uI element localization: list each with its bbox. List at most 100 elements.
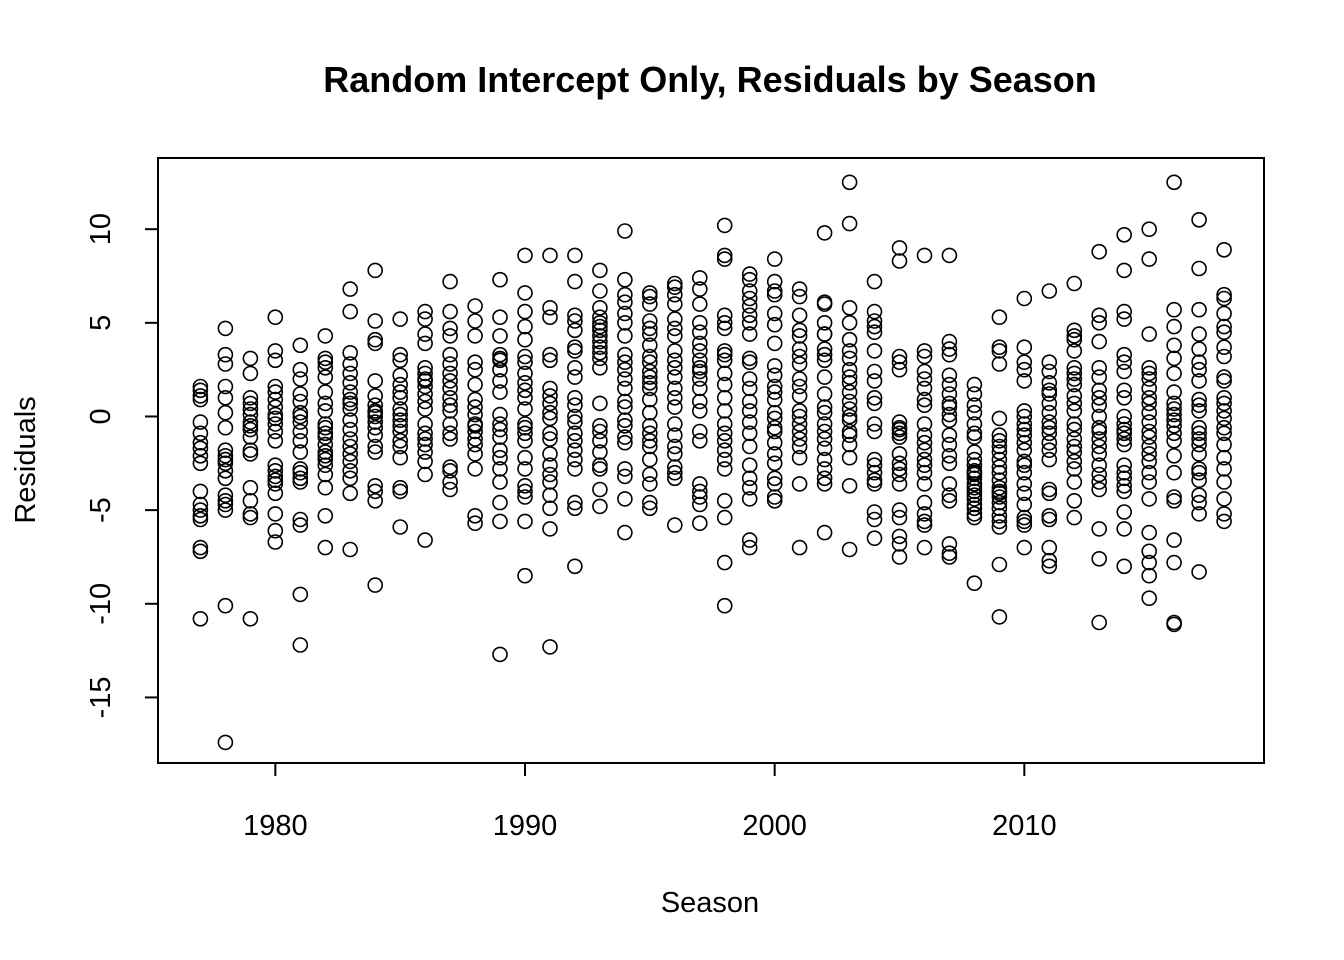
data-point (267, 399, 284, 415)
data-point (267, 506, 284, 522)
data-point (841, 215, 858, 232)
data-point (292, 432, 309, 449)
data-point (217, 487, 234, 504)
data-point (641, 451, 658, 468)
data-point (517, 513, 533, 530)
data-point (1041, 395, 1058, 412)
data-point (1016, 509, 1033, 526)
data-point (1091, 550, 1107, 567)
data-point (941, 455, 958, 472)
data-point (816, 326, 833, 342)
data-point (716, 432, 733, 449)
data-point (342, 365, 359, 382)
data-point (242, 414, 259, 430)
data-point (192, 434, 209, 451)
data-point (342, 421, 359, 438)
data-point (741, 532, 758, 548)
data-point (492, 474, 508, 490)
data-point (766, 419, 783, 436)
data-point (891, 240, 908, 256)
data-point (1041, 374, 1058, 391)
data-point (966, 457, 983, 474)
data-point (1066, 403, 1083, 419)
data-point (192, 502, 209, 518)
data-point (1191, 419, 1207, 436)
data-point (317, 350, 334, 367)
data-point (866, 318, 883, 335)
data-point (991, 410, 1008, 427)
data-point (1216, 410, 1232, 427)
data-point (966, 464, 983, 481)
data-point (567, 389, 583, 406)
data-point (641, 417, 658, 434)
data-point (1191, 391, 1207, 408)
data-point (1066, 416, 1083, 432)
data-point (1166, 337, 1182, 354)
data-point (1091, 397, 1107, 414)
data-point (966, 487, 983, 504)
data-point (617, 461, 633, 477)
data-point (716, 425, 733, 442)
data-point (567, 343, 583, 359)
data-point (1066, 343, 1083, 359)
data-point (342, 412, 359, 429)
data-point (1216, 419, 1232, 436)
data-point (666, 279, 683, 296)
data-point (841, 374, 858, 391)
data-point (1141, 221, 1157, 237)
data-point (841, 174, 858, 191)
data-point (741, 298, 758, 314)
data-point (367, 483, 384, 500)
data-point (1016, 442, 1033, 459)
y-axis-label: Residuals (10, 396, 42, 523)
data-point (1041, 419, 1058, 436)
data-point (417, 425, 433, 442)
data-point (741, 326, 758, 342)
data-point (641, 296, 658, 312)
data-point (816, 399, 833, 415)
data-point (392, 479, 409, 496)
data-point (242, 417, 259, 434)
data-point (766, 358, 783, 374)
data-point (1116, 504, 1132, 520)
data-point (1116, 436, 1132, 453)
data-point (442, 328, 458, 344)
data-point (292, 361, 309, 378)
data-point (866, 511, 883, 528)
data-point (217, 356, 234, 372)
data-point (841, 369, 858, 385)
data-point (192, 414, 209, 430)
data-point (666, 311, 683, 327)
data-point (542, 346, 558, 363)
data-point (1091, 431, 1107, 447)
data-point (1016, 403, 1033, 419)
data-point (1066, 431, 1083, 447)
data-point (841, 436, 858, 453)
data-point (567, 273, 583, 290)
data-point (716, 376, 733, 393)
data-point (517, 318, 533, 335)
data-point (666, 328, 683, 344)
data-point (517, 477, 533, 494)
data-point (567, 442, 583, 459)
data-point (267, 391, 284, 408)
data-point (716, 492, 733, 509)
data-point (766, 455, 783, 472)
data-point (592, 481, 608, 498)
data-point (1166, 350, 1182, 367)
data-point (1041, 414, 1058, 430)
data-point (1091, 614, 1107, 631)
y-tick-label: 5 (85, 315, 117, 331)
data-point (242, 389, 259, 406)
data-point (317, 457, 334, 474)
data-point (641, 374, 658, 391)
data-point (1066, 453, 1083, 470)
data-point (1191, 260, 1207, 277)
data-point (1216, 449, 1232, 466)
data-point (966, 404, 983, 421)
data-point (991, 427, 1008, 444)
data-point (492, 361, 508, 378)
data-point (367, 427, 384, 444)
data-point (317, 403, 334, 419)
data-point (1216, 286, 1232, 303)
